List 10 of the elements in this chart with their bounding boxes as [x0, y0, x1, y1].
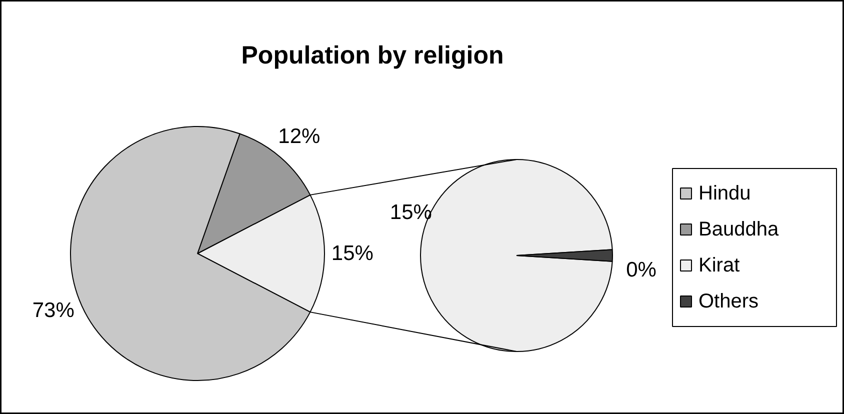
data-label: 73% — [32, 298, 74, 322]
chart-title: Population by religion — [241, 42, 504, 70]
data-label: 15% — [331, 242, 374, 265]
data-label: 0% — [626, 258, 656, 282]
data-label: 15% — [390, 200, 432, 224]
slice-label: Kirat — [698, 254, 740, 276]
legend-label: Hindu — [698, 182, 751, 204]
data-label: 12% — [278, 125, 320, 148]
legend-label: Bauddha — [698, 218, 780, 240]
legend-label: Others — [698, 290, 759, 312]
